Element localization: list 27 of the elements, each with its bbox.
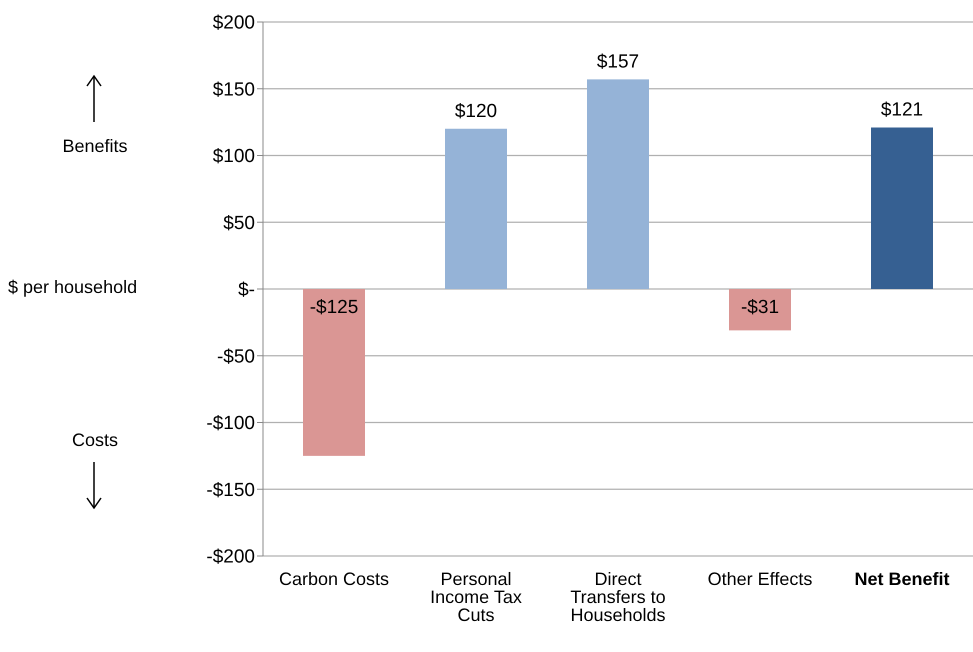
x-tick-label: Direct Transfers to Households (570, 568, 666, 625)
x-tick-label: Personal Income Tax Cuts (430, 568, 522, 625)
y-tick-label: $200 (212, 12, 255, 34)
y-axis-title: $ per household (8, 277, 138, 298)
bar (303, 289, 365, 456)
y-tick-label: $100 (212, 146, 255, 168)
y-tick-label: -$100 (206, 413, 255, 434)
bar (871, 127, 933, 289)
data-label: $157 (596, 51, 640, 72)
y-tick-label: $- (238, 280, 255, 301)
bar (445, 128, 507, 289)
y-tick-label: -$200 (206, 546, 255, 568)
text: Costs (72, 430, 118, 451)
data-label: -$31 (740, 297, 780, 318)
text: Benefits (62, 136, 128, 157)
y-tick-label: -$50 (216, 346, 255, 368)
y-tick-label: $50 (223, 212, 255, 234)
x-tick-label: Carbon Costs (278, 568, 390, 589)
x-tick-label: Net Benefit (854, 568, 950, 589)
data-label: $121 (880, 99, 924, 120)
bar (587, 79, 649, 289)
data-label: -$125 (310, 297, 358, 318)
data-label: $120 (454, 100, 498, 122)
y-tick-label: -$150 (206, 480, 255, 501)
y-tick-label: $150 (212, 79, 255, 100)
x-tick-label: Other Effects (708, 568, 812, 589)
bar (729, 289, 791, 330)
